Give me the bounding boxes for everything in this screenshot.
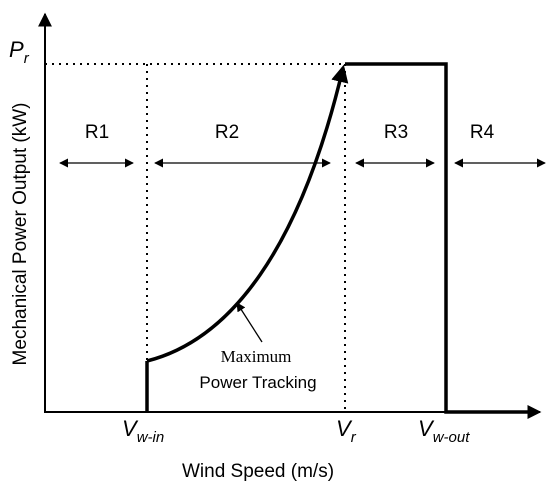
y-tick-label-pr: Pr: [9, 37, 30, 67]
x-tick-label-vw-out: Vw-out: [418, 416, 470, 446]
x-tick-label-vr: Vr: [336, 416, 357, 446]
x-tick-sub: w-in: [137, 429, 165, 446]
annotation-pointer-arrow: [236, 302, 263, 343]
y-axis-title: Mechanical Power Output (kW): [10, 103, 31, 366]
x-tick-main: V: [418, 416, 435, 441]
y-tick-main: P: [9, 37, 24, 62]
annotation-line-1: Maximum: [221, 347, 292, 366]
x-tick-sub: w-out: [433, 429, 471, 446]
region-label-r2: R2: [215, 122, 239, 143]
x-tick-main: V: [336, 416, 353, 441]
y-tick-sub: r: [24, 50, 30, 67]
curve-max-power-tracking-segment: [146, 64, 349, 363]
curve-rated-segment: [345, 62, 532, 414]
region-label-r4: R4: [470, 122, 495, 143]
annotation-line-2: Power Tracking: [199, 373, 316, 392]
x-tick-main: V: [122, 416, 139, 441]
x-tick-label-vw-in: Vw-in: [122, 416, 164, 446]
region-label-r3: R3: [384, 122, 408, 143]
region-label-r1: R1: [85, 122, 109, 143]
x-tick-sub: r: [351, 429, 357, 446]
x-axis-title: Wind Speed (m/s): [182, 461, 334, 482]
